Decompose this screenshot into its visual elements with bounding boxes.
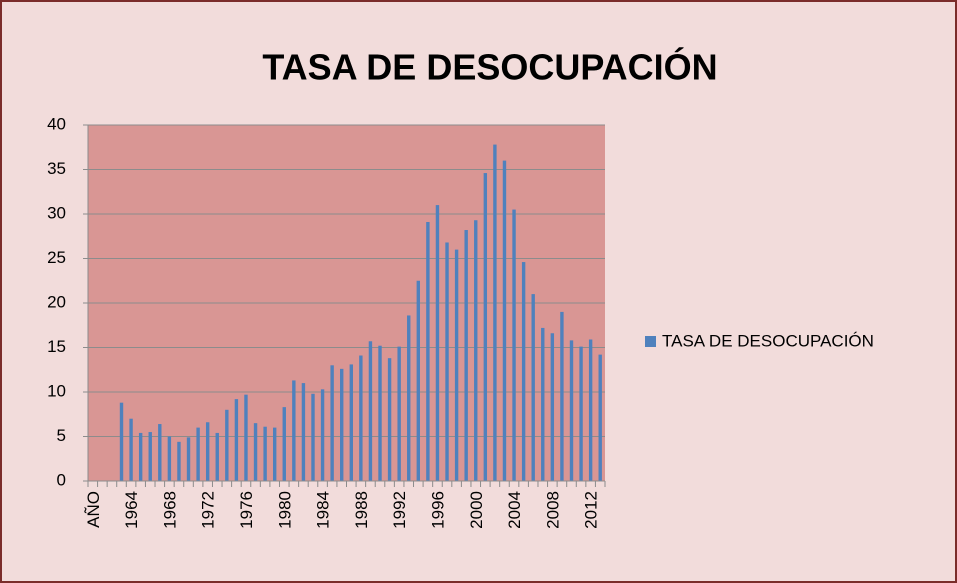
y-tick-label: 40 bbox=[47, 114, 66, 133]
chart-title: TASA DE DESOCUPACIÓN bbox=[262, 46, 717, 88]
bar bbox=[502, 160, 507, 481]
bar bbox=[292, 380, 296, 481]
y-tick-label: 20 bbox=[47, 292, 66, 311]
bar bbox=[320, 389, 325, 481]
bar bbox=[588, 339, 593, 481]
bar bbox=[129, 418, 133, 481]
x-tick-label: 1988 bbox=[352, 491, 371, 529]
y-tick-label: 25 bbox=[47, 248, 66, 267]
bar bbox=[196, 427, 200, 481]
bar bbox=[359, 355, 363, 481]
bar bbox=[435, 205, 440, 481]
bar bbox=[263, 426, 267, 481]
y-tick-label: 15 bbox=[47, 337, 66, 356]
bar bbox=[225, 409, 229, 481]
bar bbox=[253, 423, 258, 481]
bar bbox=[569, 340, 574, 481]
bar bbox=[598, 354, 602, 481]
bar bbox=[378, 345, 382, 481]
bar bbox=[464, 230, 468, 481]
bar bbox=[272, 427, 277, 481]
bar bbox=[119, 402, 124, 481]
x-tick-label: 2008 bbox=[543, 491, 562, 529]
bar bbox=[340, 368, 344, 481]
y-tick-label: 0 bbox=[57, 470, 66, 489]
y-tick-label: 35 bbox=[47, 159, 66, 178]
x-tick-label: AÑO bbox=[84, 491, 103, 528]
legend-swatch bbox=[645, 336, 656, 347]
bar bbox=[148, 432, 152, 481]
bar bbox=[349, 364, 353, 481]
bar bbox=[368, 341, 373, 481]
bar bbox=[205, 422, 210, 481]
bar bbox=[301, 383, 306, 481]
bar bbox=[560, 311, 564, 481]
bar bbox=[407, 315, 411, 481]
x-tick-label: 1976 bbox=[237, 491, 256, 529]
bar bbox=[234, 399, 239, 481]
bar bbox=[474, 220, 478, 482]
x-tick-label: 1992 bbox=[390, 491, 409, 529]
y-tick-label: 30 bbox=[47, 203, 66, 222]
y-tick-label: 10 bbox=[47, 381, 66, 400]
bar bbox=[512, 209, 516, 482]
bar bbox=[521, 262, 526, 481]
bar bbox=[244, 394, 248, 481]
bar bbox=[215, 432, 219, 481]
bar bbox=[177, 441, 181, 481]
y-tick-label: 5 bbox=[57, 426, 66, 445]
bar bbox=[454, 249, 459, 481]
bar bbox=[282, 407, 286, 481]
bar bbox=[167, 436, 172, 481]
bar bbox=[483, 173, 488, 481]
bar bbox=[311, 393, 315, 481]
bar bbox=[445, 242, 449, 481]
bar bbox=[416, 280, 421, 481]
x-tick-label: 1972 bbox=[199, 491, 218, 529]
bar bbox=[531, 294, 535, 481]
x-tick-label: 1980 bbox=[275, 491, 294, 529]
x-tick-label: 2000 bbox=[467, 491, 486, 529]
x-tick-label: 1996 bbox=[428, 491, 447, 529]
x-tick-label: 1984 bbox=[314, 491, 333, 529]
bar bbox=[330, 365, 334, 481]
legend-label: TASA DE DESOCUPACIÓN bbox=[662, 331, 874, 350]
x-tick-label: 1968 bbox=[160, 491, 179, 529]
x-tick-label: 2004 bbox=[505, 491, 524, 529]
bar bbox=[426, 222, 430, 481]
bar bbox=[387, 358, 392, 481]
bar bbox=[541, 327, 545, 481]
x-tick-label: 2012 bbox=[582, 491, 601, 529]
bar bbox=[158, 424, 162, 481]
x-tick-label: 1964 bbox=[122, 491, 141, 529]
bar bbox=[550, 333, 555, 481]
bar bbox=[186, 437, 191, 481]
bar bbox=[397, 346, 401, 481]
bar bbox=[579, 346, 583, 481]
bar bbox=[493, 144, 497, 481]
bar bbox=[138, 432, 143, 481]
